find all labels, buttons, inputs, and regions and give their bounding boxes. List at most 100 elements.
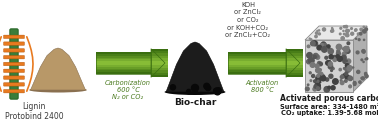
Circle shape [318,33,321,35]
Circle shape [214,88,219,93]
Circle shape [343,74,345,76]
Circle shape [345,72,348,75]
Circle shape [319,30,320,31]
Bar [96,69,151,70]
Bar [286,63,303,65]
Bar [96,67,151,69]
Circle shape [332,68,334,69]
Bar [151,63,168,65]
Circle shape [363,30,366,33]
Circle shape [327,60,331,64]
Bar [96,61,151,63]
Circle shape [316,32,318,34]
Text: Carbonization
600 °C
N₂ or CO₂: Carbonization 600 °C N₂ or CO₂ [105,80,151,100]
Circle shape [321,75,325,78]
Circle shape [340,81,344,85]
Circle shape [310,59,313,62]
Circle shape [332,30,334,32]
Circle shape [363,51,365,53]
Circle shape [351,32,354,35]
Circle shape [342,75,344,76]
Circle shape [316,55,320,59]
Circle shape [311,75,314,78]
Circle shape [326,61,330,65]
Bar [286,70,303,72]
Circle shape [324,87,330,92]
Circle shape [347,66,352,71]
Circle shape [333,58,337,61]
Circle shape [214,89,220,95]
Circle shape [311,39,312,40]
Circle shape [353,67,354,68]
Bar [286,75,303,77]
Circle shape [317,80,319,82]
Circle shape [311,41,315,46]
Circle shape [351,28,352,29]
Circle shape [343,33,345,35]
Bar [228,72,286,74]
Circle shape [319,62,322,66]
Circle shape [357,33,359,35]
Text: KOH
or ZnCl₂
or CO₂
or KOH+CO₂
or ZnCl₂+CO₂: KOH or ZnCl₂ or CO₂ or KOH+CO₂ or ZnCl₂+… [225,2,271,38]
FancyBboxPatch shape [4,90,25,93]
Text: Lignin
Protobind 2400: Lignin Protobind 2400 [5,102,63,120]
Circle shape [331,86,335,90]
Circle shape [345,29,349,33]
Circle shape [328,65,333,69]
FancyBboxPatch shape [4,83,25,86]
Bar [286,68,303,70]
Bar [228,65,286,67]
Circle shape [314,85,317,88]
Text: Bio-char: Bio-char [174,98,216,107]
Circle shape [340,75,344,79]
Circle shape [215,88,222,93]
Circle shape [361,77,364,80]
Circle shape [345,33,349,37]
Circle shape [346,60,347,62]
Circle shape [365,75,368,78]
Bar [286,58,303,61]
Circle shape [359,81,361,83]
Circle shape [336,52,340,55]
Circle shape [321,42,326,47]
FancyBboxPatch shape [4,69,25,72]
Circle shape [325,56,328,59]
Bar [228,52,286,74]
Bar [228,57,286,59]
Circle shape [362,77,364,78]
Bar [228,56,286,57]
Bar [286,49,303,51]
Circle shape [336,44,342,50]
Circle shape [307,53,312,58]
Bar [286,54,303,56]
Ellipse shape [164,89,225,95]
Circle shape [325,78,329,81]
Circle shape [204,83,209,89]
Bar [228,59,286,61]
Circle shape [342,48,344,49]
Circle shape [187,89,191,94]
Bar [228,54,286,56]
Circle shape [349,85,352,88]
Circle shape [332,29,333,30]
Circle shape [329,55,333,59]
Circle shape [317,30,318,32]
Circle shape [343,26,345,28]
Circle shape [310,80,312,81]
FancyBboxPatch shape [4,76,25,79]
Circle shape [346,49,350,53]
Circle shape [356,51,359,54]
Circle shape [362,50,365,53]
Circle shape [339,33,341,35]
Circle shape [355,30,356,31]
Circle shape [193,89,197,94]
Bar [96,52,151,54]
Bar [151,54,168,56]
Bar [286,51,303,54]
Bar [151,70,168,72]
Bar [151,68,168,70]
Circle shape [365,74,367,75]
Bar [286,56,303,58]
Circle shape [312,41,315,43]
Circle shape [322,43,327,48]
